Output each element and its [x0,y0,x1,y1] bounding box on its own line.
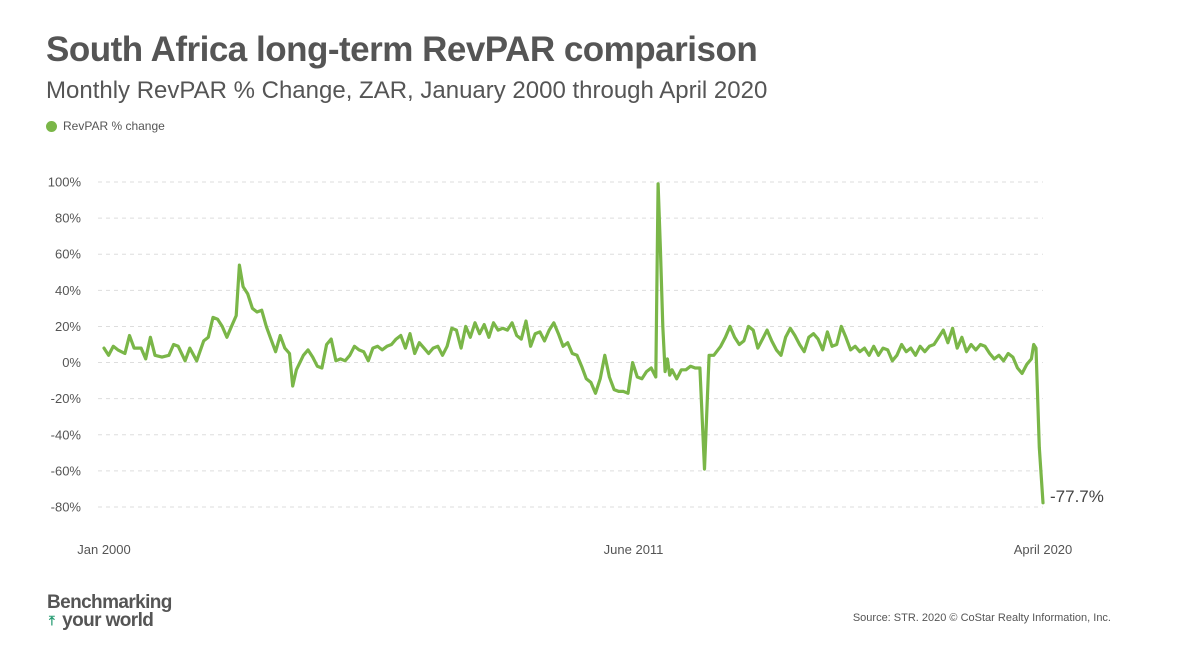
y-tick-label: 0% [62,355,81,370]
brand-logo: Benchmarking ⤒ your world [47,592,172,631]
source-note: Source: STR. 2020 © CoStar Realty Inform… [852,612,1111,624]
annotations: -77.7% [1050,487,1104,506]
y-tick-label: -20% [51,391,82,406]
x-axis-ticks: Jan 2000 June 2011 April 2020 [77,542,1072,557]
legend-label: RevPAR % change [63,119,165,133]
brand-line-1: Benchmarking [47,592,172,613]
chart-subtitle: Monthly RevPAR % Change, ZAR, January 20… [46,77,768,104]
series-line [102,182,1045,505]
x-tick-label: June 2011 [604,542,664,557]
y-tick-label: -40% [51,427,82,442]
grid-lines [98,181,1043,508]
y-tick-label: 80% [55,211,81,226]
series-lines [102,182,1045,505]
y-axis-ticks: 100% 80% 60% 40% 20% 0% -20% -40% -60% -80% [48,175,82,515]
y-tick-label: 100% [48,175,82,190]
y-tick-label: 40% [55,283,81,298]
legend-swatch [46,120,57,132]
x-tick-label: April 2020 [1014,542,1073,557]
brand-line-2: your world [62,610,154,631]
chart-title: South Africa long-term RevPAR comparison [46,30,758,69]
up-arrow-icon: ⤒ [49,613,55,628]
y-tick-label: 60% [55,247,81,262]
y-tick-label: 20% [55,319,81,334]
y-tick-label: -60% [51,463,82,478]
end-value-label: -77.7% [1050,487,1104,506]
x-tick-label: Jan 2000 [77,542,131,557]
y-tick-label: -80% [51,500,82,515]
legend: RevPAR % change [46,119,165,133]
